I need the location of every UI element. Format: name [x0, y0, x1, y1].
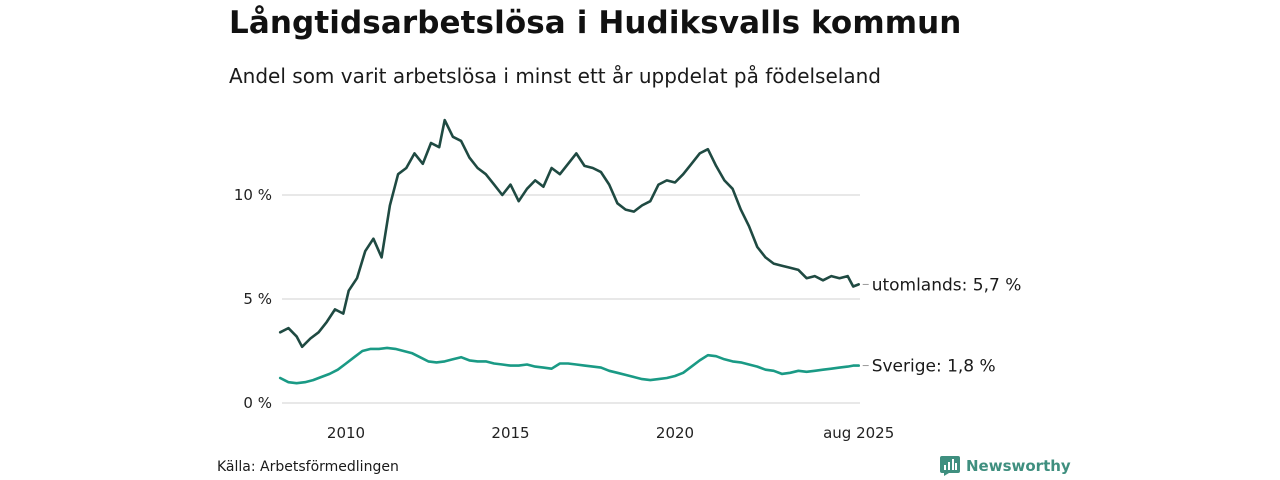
chart-subtitle: Andel som varit arbetslösa i minst ett å…: [229, 64, 881, 88]
newsworthy-chart-icon: [940, 456, 960, 476]
end-label-utomlands: utomlands: 5,7 %: [872, 275, 1022, 295]
series-line-sverige: [278, 346, 860, 385]
series-layer: [278, 118, 860, 385]
end-label-sverige: Sverige: 1,8 %: [872, 357, 996, 377]
x-tick-label: aug 2025: [823, 424, 894, 442]
series-line-utomlands: [278, 118, 860, 349]
y-tick-label: 5 %: [243, 290, 272, 308]
brand-logo: Newsworthy: [940, 456, 1071, 476]
source-note: Källa: Arbetsförmedlingen: [217, 459, 399, 475]
y-tick-label: 0 %: [243, 394, 272, 412]
end-labels: utomlands: 5,7 % Sverige: 1,8 %: [862, 275, 1022, 377]
chart-title: Långtidsarbetslösa i Hudiksvalls kommun: [229, 5, 962, 41]
y-tick-label: 10 %: [234, 186, 272, 204]
x-tick-label: 2020: [656, 424, 694, 442]
brand-name: Newsworthy: [966, 457, 1071, 475]
grid-layer: [282, 194, 860, 404]
x-tick-label: 2015: [491, 424, 529, 442]
x-tick-label: 2010: [327, 424, 365, 442]
axis-labels: 0 % 5 % 10 % 2010 2015 2020 aug 2025: [234, 186, 894, 442]
